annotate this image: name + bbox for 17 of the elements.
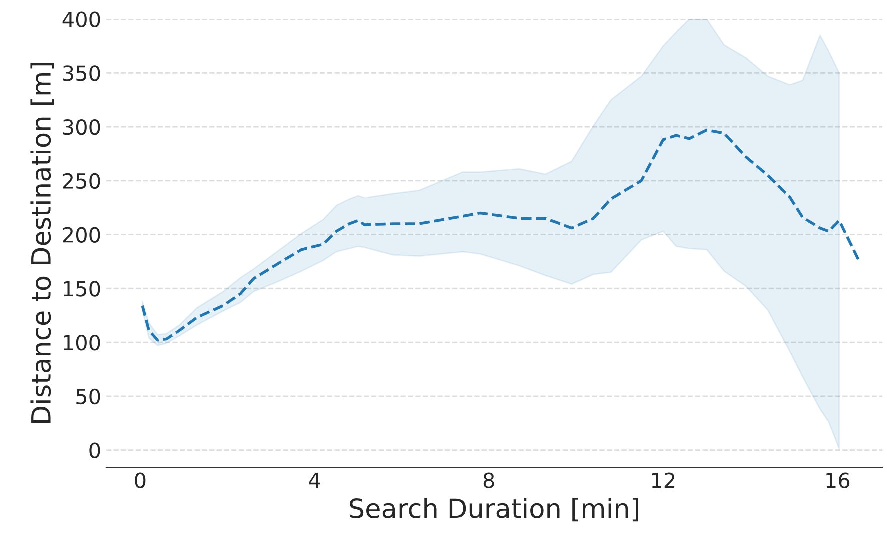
x-axis-title: Search Duration [min] [350,498,638,522]
x-tick-label: 4 [309,473,320,488]
y-tick-label: 400 [62,12,100,28]
y-tick-label: 150 [64,281,100,297]
x-tick-label: 0 [135,472,146,488]
y-tick-label: 0 [90,442,100,458]
x-tick-label: 8 [484,472,494,488]
y-tick-label: 250 [63,173,100,190]
line-series [141,128,861,342]
x-tick-label: 16 [826,472,850,488]
y-tick-label: 200 [63,227,100,243]
y-tick-label: 350 [63,66,100,82]
y-tick-label: 100 [64,334,100,351]
x-tick-label: 12 [652,472,675,488]
y-axis-title: Distance to Destination [m] [30,63,54,424]
y-tick-label: 300 [63,119,100,136]
y-tick-label: 50 [76,388,100,405]
